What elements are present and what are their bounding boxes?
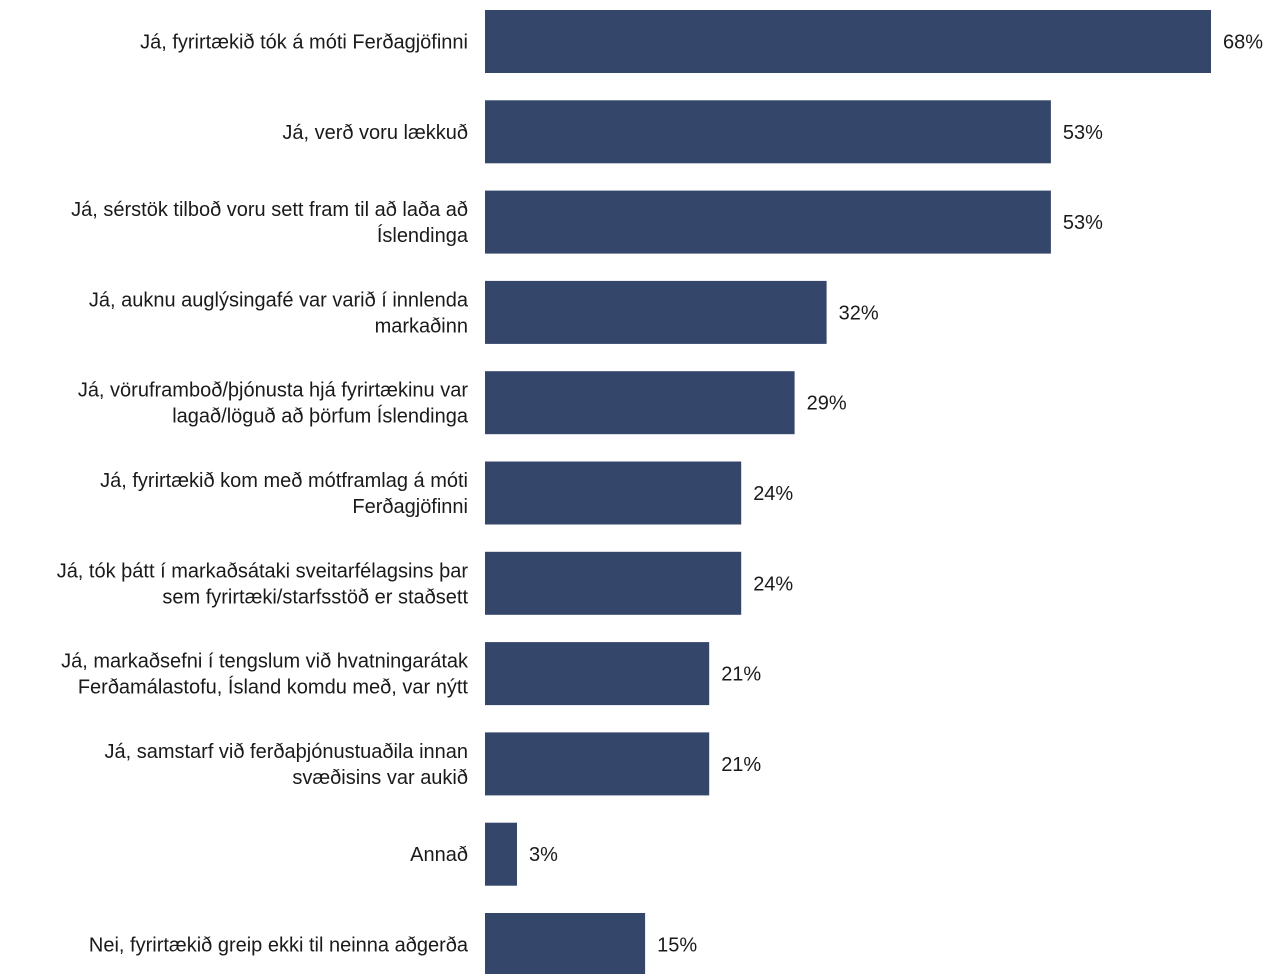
category-label-line: svæðisins var aukið <box>292 767 468 789</box>
value-label: 3% <box>529 844 558 866</box>
category-label: Já, tók þátt í markaðsátaki sveitarfélag… <box>57 560 469 608</box>
category-label-line: Já, tók þátt í markaðsátaki sveitarfélag… <box>57 560 469 582</box>
category-labels-group: Já, fyrirtækið tók á móti Ferðagjöfinni J… <box>57 32 469 957</box>
category-label: Já, markaðsefni í tengslum við hvatninga… <box>61 651 469 699</box>
category-label-line: Nei, fyrirtækið greip ekki til neinna að… <box>89 935 469 957</box>
value-label: 21% <box>721 754 761 776</box>
value-label: 24% <box>753 573 793 595</box>
bar <box>485 642 709 705</box>
category-label-line: Ferðamálastofu, Ísland komdu með, var ný… <box>78 676 469 699</box>
category-label: Já, sérstök tilboð voru sett fram til að… <box>71 199 469 247</box>
category-label-line: Já, samstarf við ferðaþjónustuaðila inna… <box>104 741 468 763</box>
category-label: Nei, fyrirtækið greip ekki til neinna að… <box>89 935 469 957</box>
category-label-line: markaðinn <box>375 315 468 337</box>
category-label: Já, vöruframboð/þjónusta hjá fyrirtækinu… <box>78 380 469 428</box>
value-label: 53% <box>1063 122 1103 144</box>
category-label-line: Já, fyrirtækið tók á móti Ferðagjöfinni <box>140 32 468 54</box>
bar <box>485 823 517 886</box>
value-label: 24% <box>753 483 793 505</box>
bar <box>485 191 1051 254</box>
value-label: 15% <box>657 935 697 957</box>
bar <box>485 913 645 974</box>
bar <box>485 462 741 525</box>
category-label-line: Já, markaðsefni í tengslum við hvatninga… <box>61 651 469 673</box>
category-label-line: Já, auknu auglýsingafé var varið í innle… <box>89 289 469 311</box>
bars-group <box>485 10 1211 974</box>
value-label: 21% <box>721 664 761 686</box>
category-label-line: lagað/löguð að þörfum Íslendinga <box>172 405 469 428</box>
value-label: 32% <box>839 302 879 324</box>
category-label: Já, samstarf við ferðaþjónustuaðila inna… <box>104 741 468 789</box>
category-label: Já, verð voru lækkuð <box>282 122 468 144</box>
category-label: Annað <box>410 844 468 866</box>
value-label: 68% <box>1223 32 1263 54</box>
category-label-line: Íslendinga <box>377 224 469 247</box>
category-label-line: Já, fyrirtækið kom með mótframlag á móti <box>100 470 468 492</box>
category-label-line: Annað <box>410 844 468 866</box>
bar <box>485 371 795 434</box>
category-label: Já, fyrirtækið kom með mótframlag á móti… <box>100 470 468 518</box>
value-label: 29% <box>807 393 847 415</box>
bar <box>485 100 1051 163</box>
category-label: Já, auknu auglýsingafé var varið í innle… <box>89 289 469 337</box>
category-label-line: Já, sérstök tilboð voru sett fram til að… <box>71 199 468 221</box>
category-label-line: sem fyrirtæki/starfsstöð er staðsett <box>162 586 468 608</box>
category-label: Já, fyrirtækið tók á móti Ferðagjöfinni <box>140 32 468 54</box>
bar <box>485 281 827 344</box>
value-label: 53% <box>1063 212 1103 234</box>
bar <box>485 732 709 795</box>
category-label-line: Já, verð voru lækkuð <box>282 122 468 144</box>
category-label-line: Já, vöruframboð/þjónusta hjá fyrirtækinu… <box>78 380 469 402</box>
category-label-line: Ferðagjöfinni <box>352 496 468 518</box>
bar <box>485 552 741 615</box>
bar <box>485 10 1211 73</box>
